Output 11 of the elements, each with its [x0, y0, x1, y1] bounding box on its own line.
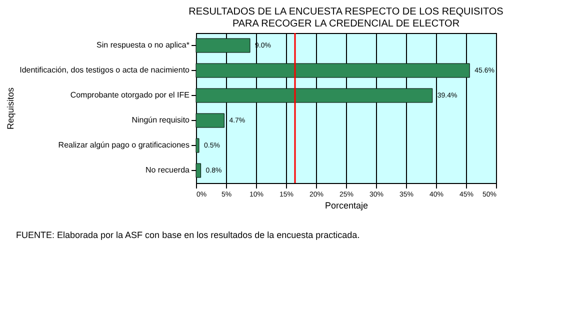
y-tick-label: No recuerda [145, 166, 190, 174]
text: RESULTADOS DE LA ENCUESTA RESPECTO DE LOS REQUISITOS [188, 6, 504, 18]
y-tick-label: Ningún requisito [132, 116, 190, 124]
source-note: FUENTE: Elaborada por la ASF con base en los resultados de la encuesta practicada. [16, 230, 360, 240]
text: PARA RECOGER LA CREDENCIAL DE ELECTOR [232, 18, 460, 30]
y-tick-label: Sin respuesta o no aplica* [96, 40, 190, 50]
y-axis-title: Requisitos [6, 86, 16, 130]
y-tick-label: Identificación, dos testigos o acta de nacimiento [20, 66, 190, 74]
y-tick-label: Realizar algún pago o gratificaciones [58, 140, 190, 150]
x-axis-title: Porcentaje [324, 200, 368, 210]
y-tick-label: Comprobante otorgado por el IFE [70, 90, 190, 100]
